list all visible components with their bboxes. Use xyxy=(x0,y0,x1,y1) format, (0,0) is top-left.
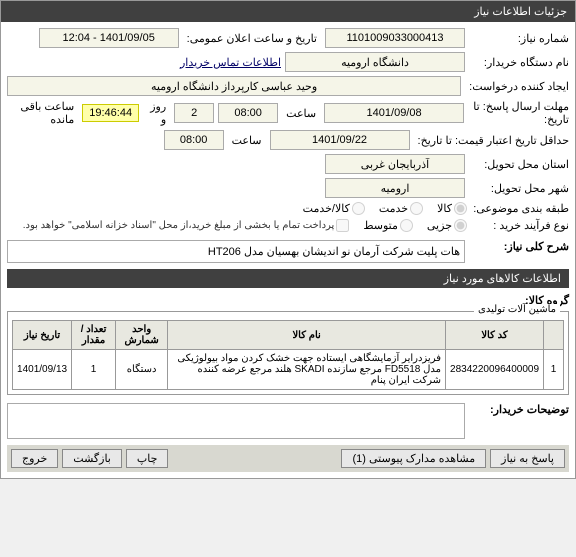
deadline-time-input xyxy=(218,103,278,123)
contact-link[interactable]: اطلاعات تماس خریدار xyxy=(180,56,281,69)
main-desc-label: شرح کلی نیاز: xyxy=(469,240,569,253)
countdown: 19:46:44 xyxy=(82,104,139,122)
print-button[interactable]: چاپ xyxy=(126,449,169,468)
main-desc: هات پلیت شرکت آرمان نو اندیشان بهسیان مد… xyxy=(7,240,465,263)
th-date: تاریخ نیاز xyxy=(13,321,72,350)
radio-goods-label: کالا xyxy=(437,202,452,215)
attachments-button[interactable]: مشاهده مدارک پیوستی (1) xyxy=(341,449,486,468)
buyer-org-input xyxy=(285,52,465,72)
titlebar: جزئیات اطلاعات نیاز xyxy=(1,1,575,22)
radio-goods-service-input xyxy=(352,202,365,215)
cell-name: فریزدرایر آزمایشگاهی ایستاده جهت خشک کرد… xyxy=(168,350,446,390)
group-title: ماشین آلات تولیدی xyxy=(474,304,560,315)
buyer-comment-box xyxy=(7,403,465,439)
buyer-comment-label: توضیحات خریدار: xyxy=(469,403,569,416)
group-box: ماشین آلات تولیدی کد کالا نام کالا واحد … xyxy=(7,311,569,395)
days-remain-input xyxy=(174,103,214,123)
purchase-type-label: نوع فرآیند خرید : xyxy=(469,219,569,232)
table-row[interactable]: 1 2834220096400009 فریزدرایر آزمایشگاهی … xyxy=(13,350,564,390)
announce-input xyxy=(39,28,179,48)
cell-qty: 1 xyxy=(72,350,116,390)
time-label-2: ساعت xyxy=(228,134,266,147)
need-no-label: شماره نیاز: xyxy=(469,32,569,45)
th-name: نام کالا xyxy=(168,321,446,350)
radio-minor: جزیی xyxy=(427,219,467,232)
province-label: استان محل تحویل: xyxy=(469,158,569,171)
cell-idx: 1 xyxy=(544,350,564,390)
remain-label: ساعت باقی مانده xyxy=(7,100,78,126)
footer: پاسخ به نیاز مشاهده مدارک پیوستی (1) چاپ… xyxy=(7,445,569,472)
requester-label: ایجاد کننده درخواست: xyxy=(465,80,569,93)
th-unit: واحد شمارش xyxy=(116,321,168,350)
radio-medium-label: متوسط xyxy=(363,219,398,232)
announce-label: تاریخ و ساعت اعلان عمومی: xyxy=(183,32,321,45)
cell-code: 2834220096400009 xyxy=(446,350,544,390)
radio-service: خدمت xyxy=(379,202,423,215)
back-button[interactable]: بازگشت xyxy=(62,449,122,468)
validity-label: حداقل تاریخ اعتبار قیمت: تا تاریخ: xyxy=(414,134,569,147)
exit-button[interactable]: خروج xyxy=(11,449,58,468)
radio-minor-input xyxy=(454,219,467,232)
purchase-note-checkbox xyxy=(336,219,349,232)
th-qty: تعداد / مقدار xyxy=(72,321,116,350)
province-input xyxy=(325,154,465,174)
th-idx xyxy=(544,321,564,350)
radio-goods-service-label: کالا/خدمت xyxy=(303,202,350,215)
deadline-date-input xyxy=(324,103,464,123)
city-input xyxy=(325,178,465,198)
validity-time-input xyxy=(164,130,224,150)
radio-medium-input xyxy=(400,219,413,232)
th-code: کد کالا xyxy=(446,321,544,350)
buyer-org-label: نام دستگاه خریدار: xyxy=(469,56,569,69)
cell-unit: دستگاه xyxy=(116,350,168,390)
radio-minor-label: جزیی xyxy=(427,219,452,232)
requester-input xyxy=(7,76,461,96)
radio-service-input xyxy=(410,202,423,215)
purchase-note: پرداخت تمام یا بخشی از مبلغ خرید،از محل … xyxy=(23,220,335,231)
subject-class-label: طبقه بندی موضوعی: xyxy=(469,202,569,215)
content: شماره نیاز: تاریخ و ساعت اعلان عمومی: نا… xyxy=(1,22,575,478)
radio-goods-input xyxy=(454,202,467,215)
window: جزئیات اطلاعات نیاز شماره نیاز: تاریخ و … xyxy=(0,0,576,479)
purchase-note-check: پرداخت تمام یا بخشی از مبلغ خرید،از محل … xyxy=(23,219,350,232)
radio-goods-service: کالا/خدمت xyxy=(303,202,365,215)
validity-date-input xyxy=(270,130,410,150)
radio-goods: کالا xyxy=(437,202,467,215)
radio-medium: متوسط xyxy=(363,219,413,232)
goods-header: اطلاعات کالاهای مورد نیاز xyxy=(7,269,569,288)
deadline-reply-label: مهلت ارسال پاسخ: تا تاریخ: xyxy=(468,100,569,126)
time-label-1: ساعت xyxy=(282,107,320,120)
radio-service-label: خدمت xyxy=(379,202,408,215)
reply-button[interactable]: پاسخ به نیاز xyxy=(490,449,565,468)
cell-date: 1401/09/13 xyxy=(13,350,72,390)
days-label: روز و xyxy=(143,100,170,126)
goods-table: کد کالا نام کالا واحد شمارش تعداد / مقدا… xyxy=(12,320,564,390)
need-no-input xyxy=(325,28,465,48)
city-label: شهر محل تحویل: xyxy=(469,182,569,195)
